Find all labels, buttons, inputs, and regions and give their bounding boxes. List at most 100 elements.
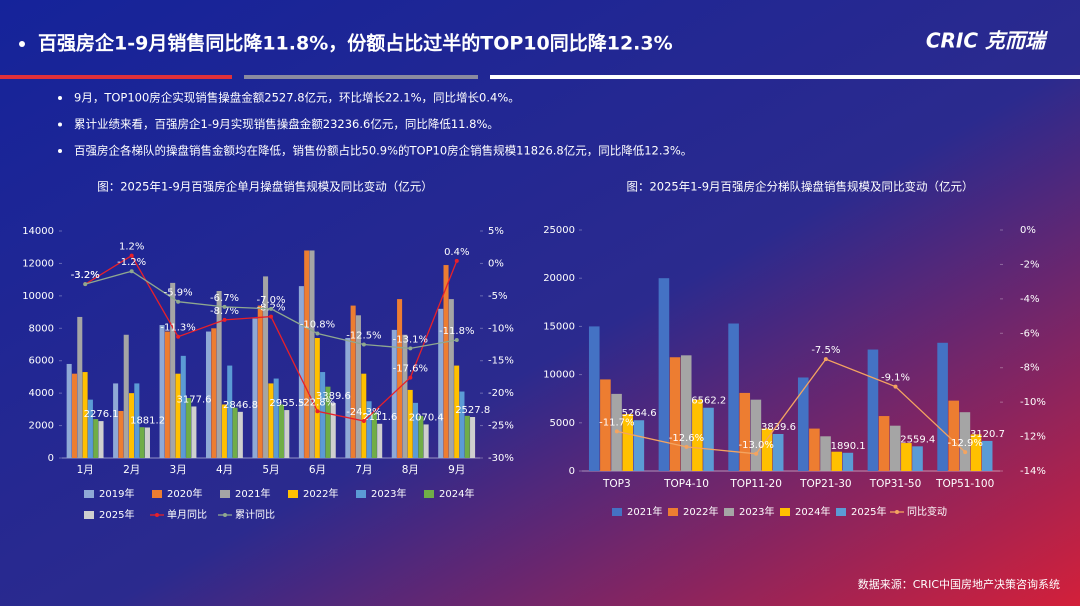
data-label: -7.0%: [256, 295, 285, 306]
y2-tick-label: -12%: [1020, 432, 1046, 443]
line-point: [315, 331, 320, 336]
y2-tick-label: -5%: [488, 291, 507, 302]
bar: [912, 446, 923, 471]
bar: [180, 355, 186, 458]
data-label: 2527.8: [455, 405, 490, 416]
y2-tick-label: -30%: [488, 453, 514, 464]
line: [616, 358, 966, 455]
bar: [77, 316, 83, 458]
data-label: -12.6%: [669, 433, 704, 444]
bar: [330, 403, 336, 458]
bar: [889, 425, 901, 471]
legend-label: 2023年: [371, 487, 406, 500]
line-point: [361, 419, 366, 424]
data-label: -1.2%: [117, 257, 146, 268]
data-label: -9.1%: [881, 373, 910, 384]
y-tick-label: 6000: [29, 356, 54, 367]
y2-tick-label: -10%: [1020, 397, 1046, 408]
data-label: 2276.1: [84, 409, 119, 420]
bar: [459, 391, 465, 458]
y2-tick-label: -8%: [1020, 363, 1039, 374]
data-label: -12.5%: [346, 331, 381, 342]
bar: [703, 407, 714, 471]
y-tick-label: 25000: [543, 225, 575, 236]
line-point: [408, 375, 413, 380]
legend-label: 同比变动: [907, 505, 947, 518]
bar: [842, 452, 854, 471]
bar: [423, 424, 429, 458]
bar: [320, 372, 326, 458]
y-tick-label: 20000: [543, 273, 575, 284]
legend-swatch: [220, 490, 230, 498]
bar: [304, 250, 310, 458]
data-label: 2846.8: [223, 400, 258, 411]
bar: [959, 412, 971, 471]
y2-tick-label: -14%: [1020, 466, 1046, 477]
x-tick-label: TOP3: [602, 478, 631, 490]
bar: [284, 410, 290, 458]
line-point: [129, 253, 134, 258]
data-label: 3120.7: [970, 429, 1005, 440]
bullet-dot: [58, 96, 62, 100]
x-tick-label: TOP31-50: [869, 478, 922, 490]
logo: CRIC 克而瑞: [926, 29, 1048, 53]
bar: [407, 389, 413, 458]
data-label: 3177.6: [177, 394, 212, 405]
bar: [622, 414, 633, 471]
bar: [175, 373, 181, 458]
y2-tick-label: -4%: [1020, 294, 1039, 305]
data-label: 3839.6: [761, 422, 796, 433]
legend-label: 累计同比: [235, 508, 275, 521]
bar: [454, 365, 460, 458]
bar: [82, 372, 88, 458]
bar: [901, 443, 912, 471]
bar: [588, 326, 600, 471]
line-point: [129, 269, 134, 274]
legend-swatch: [288, 490, 298, 498]
bar: [298, 286, 304, 458]
y2-tick-label: 5%: [488, 226, 504, 237]
bar: [692, 399, 703, 471]
bar: [191, 406, 197, 458]
y2-tick-label: -20%: [488, 388, 514, 399]
y-tick-label: 5000: [550, 418, 575, 429]
line-point: [684, 444, 689, 449]
x-tick-label: 8月: [402, 464, 419, 476]
bar: [211, 328, 217, 458]
bar: [118, 410, 124, 458]
bar: [366, 401, 372, 458]
legend-swatch: [152, 490, 162, 498]
bar: [129, 393, 135, 458]
bar: [412, 402, 419, 458]
bar: [761, 428, 773, 471]
data-label: 1890.1: [831, 441, 866, 452]
bar: [371, 412, 377, 458]
bar: [680, 355, 692, 471]
data-label: 2559.4: [900, 434, 935, 445]
bar: [123, 334, 129, 458]
bar: [98, 421, 104, 458]
y2-tick-label: -10%: [488, 323, 514, 334]
data-label: 1881.2: [130, 415, 165, 426]
y2-tick-label: -25%: [488, 421, 514, 432]
line-point: [963, 450, 968, 455]
legend-label: 2020年: [167, 487, 202, 500]
divider: [0, 75, 232, 79]
bar: [448, 299, 454, 458]
line-point: [222, 304, 227, 309]
bar: [314, 338, 320, 458]
bullet-dot: [58, 149, 62, 153]
legend-label: 2022年: [303, 487, 338, 500]
legend-label: 2025年: [99, 508, 134, 521]
line-point: [823, 357, 828, 362]
data-label: -13.1%: [393, 334, 428, 345]
data-label: -11.8%: [439, 326, 474, 337]
data-label: 2070.4: [409, 412, 444, 423]
legend-swatch: [424, 490, 434, 498]
y-tick-label: 10000: [543, 370, 575, 381]
bar: [93, 419, 99, 458]
bar: [355, 315, 361, 458]
bar: [809, 428, 820, 471]
divider: [244, 75, 478, 79]
